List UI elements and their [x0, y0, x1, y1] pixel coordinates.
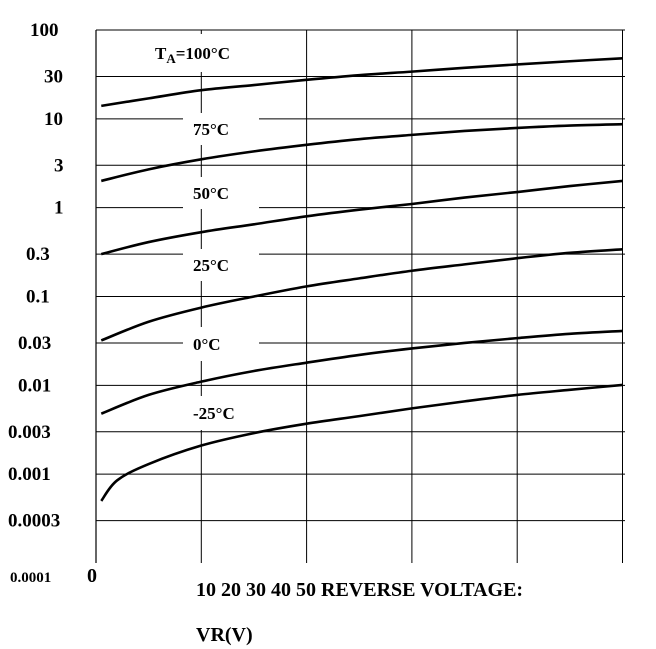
series-line-5 — [100, 383, 623, 502]
curve-label-3: 25°C — [183, 249, 259, 281]
y-tick-label: 10 — [44, 109, 63, 130]
curve-label-main: -25°C — [193, 404, 235, 423]
y-tick-labels: 100 30 10 3 1 0.3 0.1 0.03 0.01 0.003 0.001 0.0003 0… — [8, 20, 64, 586]
curve-label-5: -25°C — [183, 396, 259, 430]
curve-label-text: -25°C — [193, 404, 235, 423]
y-tick-label: 0.03 — [18, 333, 51, 354]
curve-label-text: 50°C — [193, 184, 229, 203]
y-tick-label: 0.3 — [26, 244, 50, 265]
curve-label-text: 75°C — [193, 120, 229, 139]
curve-label-text: 0°C — [193, 335, 221, 354]
y-tick-label: 0.001 — [8, 464, 51, 485]
curve-label-main: 75°C — [193, 120, 229, 139]
series-line-4 — [100, 329, 623, 415]
curve-label-bg — [183, 249, 259, 281]
series-line-3 — [100, 247, 623, 342]
grid — [95, 29, 625, 563]
y-tick-label: 0.0001 — [10, 570, 51, 586]
curve-label-rest: =100°C — [176, 44, 230, 63]
y-tick-label: 0.01 — [18, 375, 51, 396]
curve-label-main: 0°C — [193, 335, 221, 354]
y-tick-label: 30 — [44, 66, 63, 87]
series-line-2 — [100, 179, 623, 256]
y-tick-label: 3 — [54, 155, 64, 176]
curve-label-4: 0°C — [183, 327, 259, 361]
curve-label-main: 25°C — [193, 256, 229, 275]
y-tick-label: 100 — [30, 20, 59, 41]
curve-label-0: TA=100°C — [140, 34, 252, 72]
curve-label-bg — [183, 177, 259, 209]
series-line-0 — [101, 57, 623, 108]
curve-label-text: 25°C — [193, 256, 229, 275]
curve-label-2: 50°C — [183, 177, 259, 209]
curve-label-subscript: A — [166, 51, 176, 66]
y-tick-label: 0.0003 — [8, 511, 60, 532]
series-line-1 — [100, 122, 623, 183]
curve-label-text: TA=100°C — [155, 44, 230, 66]
curve-label-bg — [183, 396, 259, 430]
x-axis-label-line1: 10 20 30 40 50 REVERSE VOLTAGE: — [196, 579, 523, 601]
curve-label-1: 75°C — [183, 113, 259, 145]
curve-label-main: T — [155, 44, 167, 63]
curve-labels: TA=100°C 75°C 50°C 25°C 0°C -25°C — [140, 34, 259, 430]
curves — [100, 57, 623, 502]
curve-label-bg — [183, 327, 259, 361]
y-tick-label: 1 — [54, 198, 64, 219]
curve-label-bg — [140, 34, 252, 72]
y-tick-label: 0.003 — [8, 422, 51, 443]
curve-label-main: 50°C — [193, 184, 229, 203]
y-tick-label: 0.1 — [26, 287, 50, 308]
x-zero-label: 0 — [87, 565, 97, 587]
x-axis-label-line2: VR(V) — [196, 624, 253, 646]
curve-label-bg — [183, 113, 259, 145]
